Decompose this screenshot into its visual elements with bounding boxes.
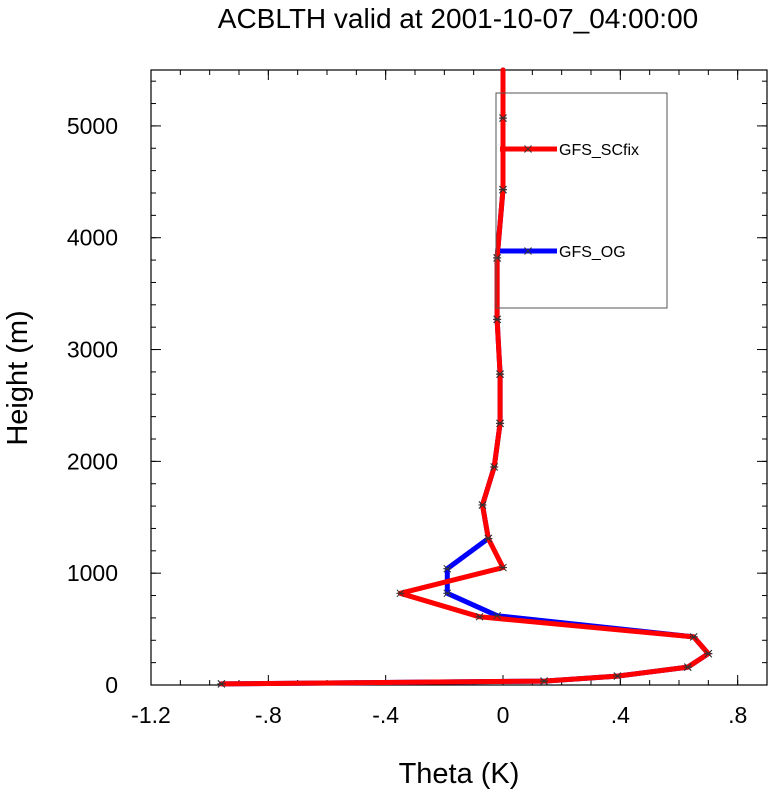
x-tick-label: -1.2	[131, 702, 171, 728]
legend-entry-gfs-og: GFS_OG	[500, 244, 626, 261]
legend: GFS_SCfix GFS_OG	[495, 92, 668, 309]
legend-label: GFS_SCfix	[559, 142, 639, 159]
data-point-marker	[613, 672, 622, 680]
data-point-marker	[217, 680, 226, 688]
x-tick-label: .8	[728, 702, 747, 728]
plot-frame	[150, 69, 768, 686]
data-point-marker	[496, 419, 505, 428]
data-point-marker	[499, 563, 507, 572]
tick-labels: -1.2 -.8 -.4 0 .4 .8 0 1000 2000 3000 4000 5000	[67, 113, 747, 728]
y-tick-label: 0	[105, 672, 118, 698]
legend-box	[495, 92, 668, 309]
legend-entry-gfs-scfix: GFS_SCfix	[500, 142, 639, 159]
legend-marker	[524, 145, 532, 153]
x-axis-label: Theta (K)	[399, 758, 520, 790]
data-point-marker	[496, 370, 505, 378]
axis-ticks	[150, 70, 768, 686]
x-tick-label: .4	[611, 702, 630, 728]
y-tick-label: 5000	[67, 113, 118, 139]
series-line-gfs-og	[218, 67, 711, 687]
plot-border	[150, 69, 768, 686]
chart-title: ACBLTH valid at 2001-10-07_04:00:00	[218, 3, 698, 34]
data-point-marker	[540, 677, 549, 685]
legend-marker	[524, 247, 532, 255]
y-tick-label: 1000	[67, 560, 118, 586]
legend-label: GFS_OG	[559, 244, 626, 261]
series-lines	[218, 67, 711, 687]
data-point-marker	[478, 501, 487, 509]
x-tick-label: 0	[497, 702, 510, 728]
data-point-marker	[493, 611, 502, 620]
data-point-marker	[499, 114, 507, 122]
data-point-marker	[499, 185, 507, 194]
series-line-gfs-scfix	[218, 67, 711, 687]
y-axis-label: Height (m)	[2, 310, 34, 445]
data-point-marker	[443, 564, 452, 573]
y-tick-label: 3000	[67, 337, 118, 363]
x-tick-label: -.8	[255, 702, 282, 728]
data-point-marker	[443, 589, 452, 598]
data-point-marker	[475, 612, 484, 621]
x-tick-label: -.4	[372, 702, 399, 728]
y-tick-label: 4000	[67, 225, 118, 251]
data-point-marker	[484, 534, 493, 543]
data-point-marker	[493, 315, 502, 324]
data-point-marker	[396, 589, 405, 598]
data-point-marker	[493, 254, 502, 262]
series-markers	[217, 114, 713, 688]
data-point-marker	[490, 463, 499, 471]
y-tick-label: 2000	[67, 448, 118, 474]
data-point-marker	[683, 663, 692, 671]
data-point-marker	[704, 649, 713, 658]
data-point-marker	[689, 633, 698, 641]
